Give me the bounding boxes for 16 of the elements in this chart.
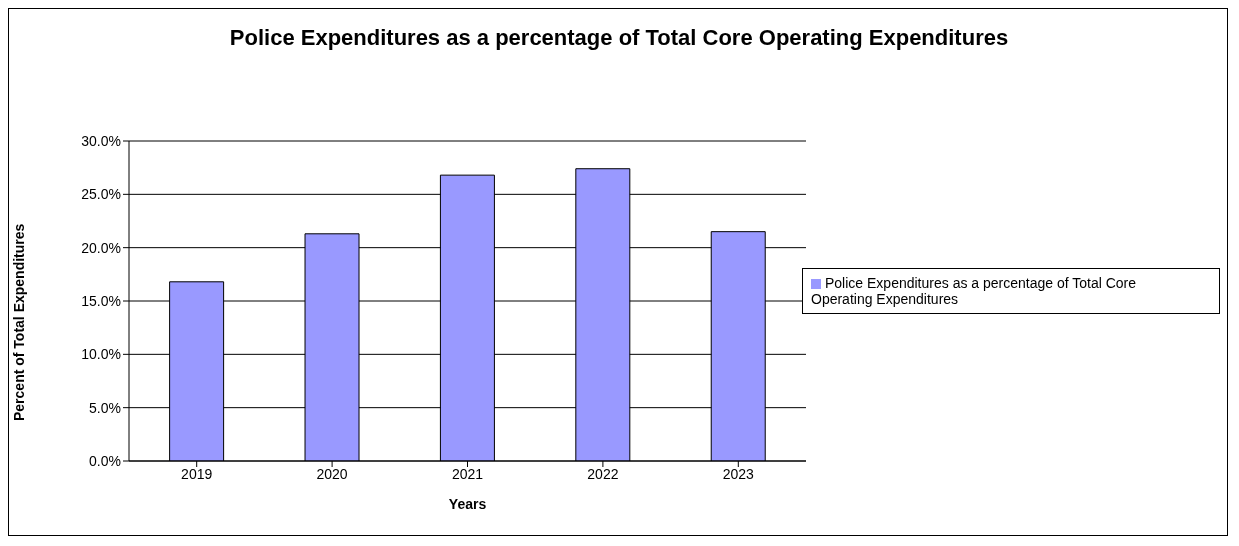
y-tick-label: 25.0% — [81, 186, 121, 203]
x-tick-label: 2021 — [451, 465, 484, 482]
y-tick-label: 5.0% — [89, 399, 121, 416]
legend-label: Police Expenditures as a percentage of Total Core Operating Expenditures — [811, 275, 1137, 307]
x-axis-title: Years — [448, 496, 487, 512]
x-tick-label: 2022 — [587, 465, 619, 482]
y-tick-label: 15.0% — [81, 292, 121, 309]
y-tick-label: 20.0% — [81, 239, 121, 256]
x-tick-label: 2019 — [181, 465, 213, 482]
chart-title: Police Expenditures as a percentage of Total Core Operating Expenditures — [228, 25, 1010, 51]
y-axis-title: Percent of Total Expenditures — [10, 223, 27, 421]
x-tick-label: 2023 — [722, 465, 755, 482]
y-tick-label: 30.0% — [81, 132, 121, 149]
y-tick-label: 10.0% — [81, 346, 121, 363]
y-tick-label: 0.0% — [89, 452, 121, 469]
x-tick-label: 2020 — [316, 465, 348, 482]
